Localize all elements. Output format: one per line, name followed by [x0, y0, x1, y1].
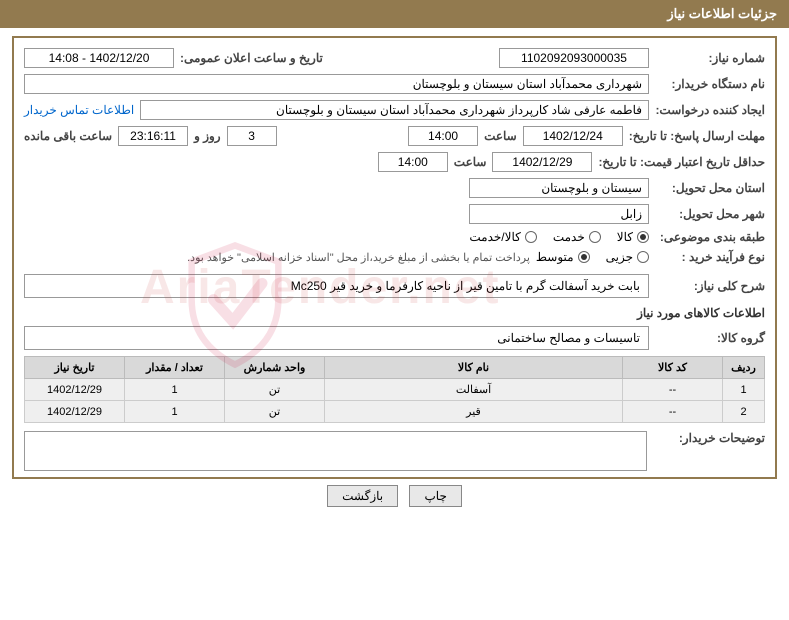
radio-kala[interactable] — [637, 231, 649, 243]
class-radio-group: کالا خدمت کالا/خدمت — [469, 230, 649, 244]
need-no-value: 1102092093000035 — [499, 48, 649, 68]
th-code: کد کالا — [623, 357, 723, 379]
table-header-row: ردیف کد کالا نام کالا واحد شمارش تعداد /… — [25, 357, 765, 379]
remain-days: 3 — [227, 126, 277, 146]
reply-deadline-label: مهلت ارسال پاسخ: تا تاریخ: — [629, 129, 765, 143]
proc-label: نوع فرآیند خرید : — [655, 250, 765, 264]
radio-both[interactable] — [525, 231, 537, 243]
days-and: روز و — [194, 129, 221, 143]
table-cell: 1402/12/29 — [25, 401, 125, 423]
print-button[interactable]: چاپ — [409, 485, 461, 507]
desc-value: بابت خرید آسفالت گرم با تامین قیر از ناح… — [24, 274, 649, 298]
deliv-city: زابل — [469, 204, 649, 224]
radio-medium[interactable] — [578, 251, 590, 263]
table-cell: تن — [225, 401, 325, 423]
buyer-org-label: نام دستگاه خریدار: — [655, 77, 765, 91]
class-label: طبقه بندی موضوعی: — [655, 230, 765, 244]
group-label: گروه کالا: — [655, 331, 765, 345]
table-cell: 1 — [125, 379, 225, 401]
buyer-org-value: شهرداری محمدآباد استان سیستان و بلوچستان — [24, 74, 649, 94]
deliv-city-label: شهر محل تحویل: — [655, 207, 765, 221]
announce-label: تاریخ و ساعت اعلان عمومی: — [180, 51, 323, 65]
time-label-2: ساعت — [454, 155, 487, 169]
table-cell: 1402/12/29 — [25, 379, 125, 401]
group-value: تاسیسات و مصالح ساختمانی — [24, 326, 649, 350]
button-row: چاپ بازگشت — [0, 485, 789, 507]
reply-date: 1402/12/24 — [523, 126, 623, 146]
th-date: تاریخ نیاز — [25, 357, 125, 379]
radio-khedmat[interactable] — [589, 231, 601, 243]
table-row: 2--قیرتن11402/12/29 — [25, 401, 765, 423]
reply-time: 14:00 — [408, 126, 478, 146]
price-validity-label: حداقل تاریخ اعتبار قیمت: تا تاریخ: — [598, 155, 765, 169]
need-no-label: شماره نیاز: — [655, 51, 765, 65]
radio-minor[interactable] — [637, 251, 649, 263]
th-qty: تعداد / مقدار — [125, 357, 225, 379]
radio-minor-label: جزیی — [606, 250, 633, 264]
time-label-1: ساعت — [484, 129, 517, 143]
details-panel: شماره نیاز: 1102092093000035 تاریخ و ساع… — [12, 36, 777, 479]
requester-value: فاطمه عارفی شاد کارپرداز شهرداری محمدآبا… — [140, 100, 649, 120]
remain-suffix: ساعت باقی مانده — [24, 129, 112, 143]
table-cell: آسفالت — [325, 379, 623, 401]
buyer-notes-label: توضیحات خریدار: — [655, 431, 765, 445]
price-time: 14:00 — [378, 152, 448, 172]
table-cell: -- — [623, 401, 723, 423]
table-cell: -- — [623, 379, 723, 401]
radio-medium-label: متوسط — [536, 250, 574, 264]
remain-hms: 23:16:11 — [118, 126, 188, 146]
announce-value: 1402/12/20 - 14:08 — [24, 48, 174, 68]
table-cell: قیر — [325, 401, 623, 423]
deliv-province: سیستان و بلوچستان — [469, 178, 649, 198]
proc-radio-group: جزیی متوسط — [536, 250, 649, 264]
table-cell: 1 — [125, 401, 225, 423]
items-table: ردیف کد کالا نام کالا واحد شمارش تعداد /… — [24, 356, 765, 423]
page-header: جزئیات اطلاعات نیاز — [0, 0, 789, 28]
radio-khedmat-label: خدمت — [553, 230, 585, 244]
buyer-notes-box — [24, 431, 647, 471]
items-title: اطلاعات کالاهای مورد نیاز — [24, 306, 765, 320]
table-row: 1--آسفالتتن11402/12/29 — [25, 379, 765, 401]
radio-kala-label: کالا — [617, 230, 633, 244]
th-name: نام کالا — [325, 357, 623, 379]
page-title: جزئیات اطلاعات نیاز — [667, 6, 777, 21]
contact-link[interactable]: اطلاعات تماس خریدار — [24, 103, 134, 117]
requester-label: ایجاد کننده درخواست: — [655, 103, 765, 117]
table-cell: 2 — [723, 401, 765, 423]
proc-note: پرداخت تمام یا بخشی از مبلغ خرید،از محل … — [187, 251, 530, 264]
deliv-province-label: استان محل تحویل: — [655, 181, 765, 195]
desc-label: شرح کلی نیاز: — [655, 279, 765, 293]
table-cell: تن — [225, 379, 325, 401]
radio-both-label: کالا/خدمت — [469, 230, 520, 244]
th-unit: واحد شمارش — [225, 357, 325, 379]
back-button[interactable]: بازگشت — [327, 485, 398, 507]
th-row: ردیف — [723, 357, 765, 379]
price-date: 1402/12/29 — [492, 152, 592, 172]
table-cell: 1 — [723, 379, 765, 401]
